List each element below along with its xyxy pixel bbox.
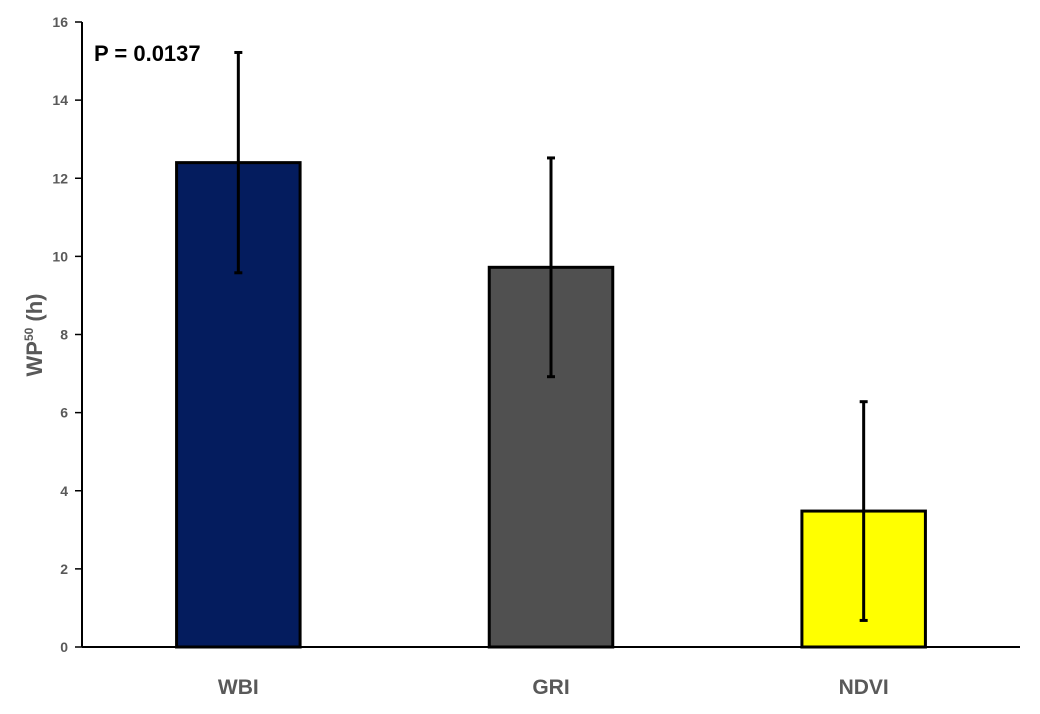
y-tick-label: 16 <box>52 14 68 30</box>
y-axis-title-main: WP <box>22 341 47 376</box>
x-tick-label-wbi: WBI <box>218 676 259 699</box>
category-labels: WBI GRI NDVI <box>218 676 889 699</box>
y-tick-label: 8 <box>60 327 68 343</box>
error-bars <box>234 50 868 622</box>
axes <box>81 22 1020 648</box>
y-tick-label: 6 <box>60 405 68 421</box>
y-tick-label: 2 <box>60 561 68 577</box>
y-ticks: 0 2 4 6 8 10 12 14 16 <box>52 14 82 655</box>
y-tick-label: 4 <box>60 483 68 499</box>
y-tick-label: 10 <box>52 248 68 264</box>
p-value-annotation: P = 0.0137 <box>94 41 201 66</box>
y-tick-label: 12 <box>52 170 68 186</box>
y-axis-title-superscript: 50 <box>22 327 36 341</box>
y-axis-title: WP50 (h) <box>22 293 47 376</box>
x-tick-label-ndvi: NDVI <box>839 676 889 699</box>
y-axis-title-unit: (h) <box>22 293 47 327</box>
y-tick-label: 14 <box>52 92 68 108</box>
x-tick-label-gri: GRI <box>532 676 569 699</box>
y-tick-label: 0 <box>60 639 68 655</box>
